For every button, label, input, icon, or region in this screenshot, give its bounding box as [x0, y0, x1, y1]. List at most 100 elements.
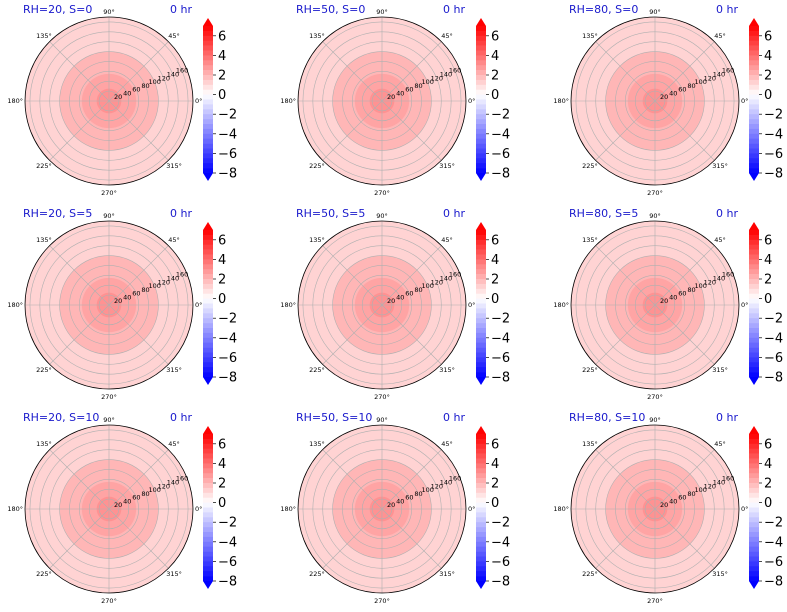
colorbar-segment — [203, 551, 213, 557]
angle-tick-label: 225° — [309, 162, 325, 170]
colorbar-segment — [203, 153, 213, 159]
radial-gridline — [595, 41, 715, 161]
colorbar-segment — [476, 30, 486, 37]
radial-gridline — [98, 90, 120, 112]
radial-tick-label: 40 — [396, 89, 404, 97]
panel-title: RH=20, S=5 — [23, 207, 93, 220]
colorbar-segment — [476, 274, 486, 280]
radial-tick-label: 60 — [405, 290, 413, 298]
radial-tick-label: 60 — [132, 86, 140, 94]
colorbar-segment — [203, 308, 213, 314]
radial-tick-label: 20 — [114, 93, 122, 101]
radial-gridline — [312, 31, 452, 171]
angle-tick-label: 90° — [376, 416, 388, 424]
colorbar-segment — [749, 551, 759, 557]
colorbar-tick-label: −6 — [491, 555, 510, 570]
angular-gridline — [595, 304, 656, 365]
panel-title: RH=50, S=5 — [296, 207, 366, 220]
colorbar-segment — [749, 303, 759, 309]
radial-tick-label: 160 — [722, 475, 734, 483]
angle-tick-label: 135° — [582, 32, 598, 40]
radial-tick-label: 20 — [387, 501, 395, 509]
colorbar-segment — [203, 448, 213, 454]
colorbar-segment — [203, 561, 213, 567]
colorbar-segment — [476, 502, 486, 508]
angular-gridline — [49, 508, 110, 569]
radial-tick-label: 160 — [449, 271, 461, 279]
angle-tick-label: 180° — [553, 505, 569, 513]
angle-tick-label: 45° — [168, 236, 180, 244]
colorbar-segment — [203, 274, 213, 280]
colorbar-tick-label: 6 — [218, 29, 226, 44]
radial-tick-label: 20 — [114, 297, 122, 305]
colorbar-segment — [749, 571, 759, 577]
colorbar-segment — [203, 168, 213, 174]
radial-gridline — [322, 41, 442, 161]
colorbar-tick-label: 0 — [491, 292, 499, 307]
radial-tick-label: 60 — [678, 86, 686, 94]
angular-gridline — [595, 449, 656, 510]
colorbar-segment — [749, 434, 759, 440]
colorbar-segment — [749, 492, 759, 498]
colorbar-segment — [203, 337, 213, 343]
colorbar-segment — [203, 104, 213, 110]
radial-tick-label: 60 — [405, 86, 413, 94]
colorbar-segment — [203, 55, 213, 61]
radial-gridline — [585, 31, 725, 171]
radial-tick-label: 120 — [158, 482, 170, 490]
radial-tick-label: 120 — [431, 278, 443, 286]
radial-tick-label: 140 — [440, 71, 452, 79]
colorbar: 6 4 2 0 −2 −4 −6 −8 — [203, 18, 237, 182]
angle-tick-label: 45° — [714, 32, 726, 40]
colorbar-tick-label: 6 — [491, 437, 499, 452]
angle-tick-label: 180° — [280, 301, 296, 309]
angle-tick-label: 180° — [553, 301, 569, 309]
radial-tick-label: 160 — [449, 475, 461, 483]
colorbar-segment — [476, 244, 486, 250]
colorbar-segment — [203, 234, 213, 241]
colorbar-segment — [749, 463, 759, 469]
colorbar-segment — [749, 60, 759, 66]
angular-gridline — [322, 245, 383, 306]
colorbar-segment — [203, 269, 213, 275]
colorbar-segment — [476, 487, 486, 494]
colorbar-segment — [203, 502, 213, 508]
colorbar-segment — [476, 104, 486, 110]
colorbar-segment — [203, 84, 213, 90]
colorbar-segment — [749, 527, 759, 533]
angle-tick-label: 45° — [441, 440, 453, 448]
radial-gridline — [625, 275, 685, 335]
colorbar-tick-label: 2 — [218, 273, 226, 288]
colorbar: 6 4 2 0 −2 −4 −6 −8 — [203, 222, 237, 386]
angle-tick-label: 180° — [7, 505, 23, 513]
radial-gridline — [615, 61, 695, 141]
colorbar-segment — [749, 546, 759, 552]
colorbar-tick-label: 6 — [764, 437, 772, 452]
angle-tick-label: 90° — [649, 8, 661, 16]
colorbar-segment — [476, 75, 486, 81]
colorbar-segment — [749, 561, 759, 567]
colorbar-tick-label: 2 — [218, 69, 226, 84]
radial-gridline — [302, 225, 462, 385]
radial-gridline — [352, 71, 412, 131]
angle-tick-label: 225° — [582, 162, 598, 170]
colorbar-segment — [476, 367, 486, 373]
colorbar-tick-label: 4 — [764, 457, 772, 472]
colorbar-segment — [476, 70, 486, 76]
radial-tick-label: 60 — [678, 494, 686, 502]
colorbar-tick-label: 6 — [764, 29, 772, 44]
radial-gridline — [585, 439, 725, 579]
colorbar-segment — [749, 556, 759, 562]
colorbar-segment — [749, 372, 759, 378]
colorbar-segment — [476, 55, 486, 61]
colorbar-segment — [749, 274, 759, 280]
colorbar-segment — [203, 434, 213, 440]
angle-tick-label: 270° — [647, 393, 663, 401]
panel-time-label: 0 hr — [170, 207, 192, 220]
angular-gridline — [322, 304, 383, 365]
colorbar-segment — [749, 576, 759, 582]
colorbar-segment — [749, 55, 759, 61]
radial-gridline — [605, 51, 705, 151]
colorbar-tick-label: 6 — [764, 233, 772, 248]
angular-gridline — [381, 100, 442, 161]
